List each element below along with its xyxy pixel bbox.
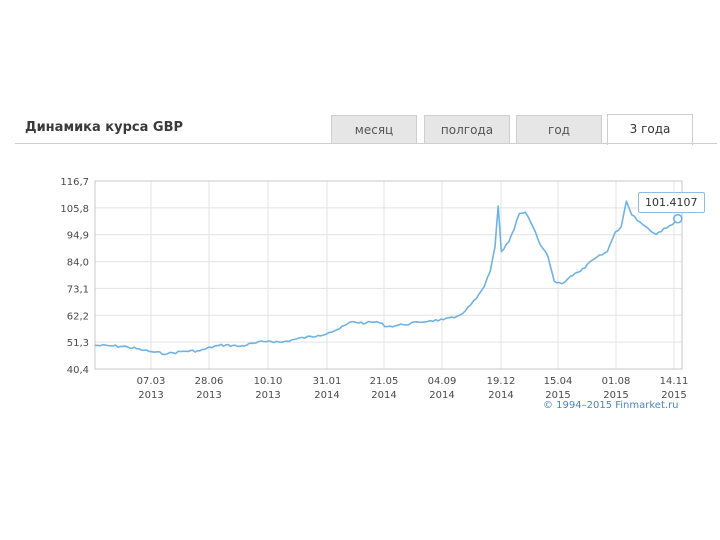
y-tick-label: 73,1 — [67, 284, 89, 295]
x-tick-label: 01.08 — [602, 376, 631, 387]
x-tick-label: 19.12 — [487, 376, 516, 387]
y-tick-label: 94,9 — [67, 231, 89, 242]
tab-month[interactable]: месяц — [331, 115, 417, 143]
tab-half-year[interactable]: полгода — [424, 115, 510, 143]
x-tick-year: 2015 — [661, 390, 686, 401]
x-tick-label: 21.05 — [370, 376, 399, 387]
x-tick-label: 28.06 — [195, 376, 224, 387]
x-tick-year: 2013 — [196, 390, 221, 401]
last-value-label: 101.4107 — [638, 192, 705, 213]
tab-year[interactable]: год — [516, 115, 602, 143]
last-point-marker — [672, 213, 683, 224]
x-tick-year: 2014 — [429, 390, 454, 401]
copyright-credit[interactable]: © 1994–2015 Finmarket.ru — [543, 400, 679, 411]
y-tick-label: 105,8 — [60, 204, 89, 215]
x-tick-year: 2014 — [488, 390, 513, 401]
x-tick-year: 2014 — [314, 390, 339, 401]
x-tick-year: 2013 — [255, 390, 280, 401]
y-tick-label: 51,3 — [67, 338, 89, 349]
y-tick-label: 84,0 — [67, 258, 89, 269]
x-tick-year: 2014 — [371, 390, 396, 401]
plot-frame — [94, 180, 683, 370]
series-line-gbp — [94, 200, 679, 356]
y-tick-label: 40,4 — [67, 365, 89, 376]
x-tick-year: 2015 — [603, 390, 628, 401]
x-tick-label: 31.01 — [313, 376, 342, 387]
x-tick-label: 10.10 — [254, 376, 283, 387]
tabs-divider — [15, 143, 717, 144]
widget-title: Динамика курса GBP — [25, 120, 184, 135]
y-tick-label: 116,7 — [60, 177, 89, 188]
x-tick-label: 07.03 — [137, 376, 166, 387]
x-tick-year: 2013 — [138, 390, 163, 401]
tab-3-years[interactable]: 3 года — [607, 114, 693, 145]
x-tick-year: 2015 — [545, 390, 570, 401]
y-tick-label: 62,2 — [67, 311, 89, 322]
x-tick-label: 04.09 — [428, 376, 457, 387]
x-tick-label: 14.11 — [660, 376, 689, 387]
x-tick-label: 15.04 — [544, 376, 573, 387]
